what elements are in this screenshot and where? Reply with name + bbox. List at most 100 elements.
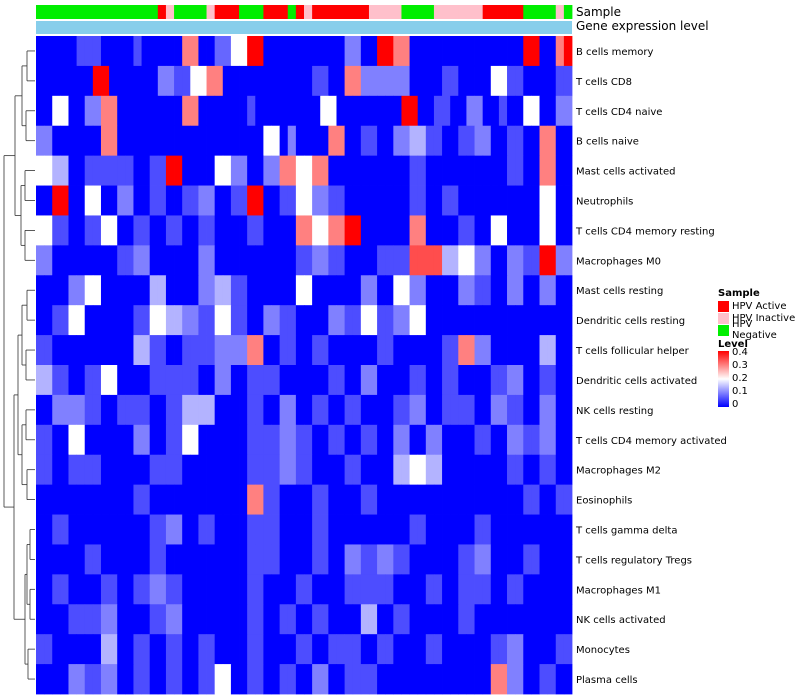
heatmap-cell: [547, 36, 557, 67]
heatmap-cell: [417, 634, 427, 665]
heatmap-cell: [149, 544, 159, 575]
heatmap-cell: [165, 424, 175, 456]
heatmap-cell: [409, 424, 419, 456]
heatmap-cell: [295, 424, 305, 456]
heatmap-cell: [474, 305, 484, 336]
heatmap-cell: [377, 155, 386, 186]
heatmap-cell: [206, 424, 216, 456]
heatmap-cell: [555, 95, 565, 127]
heatmap-cell: [100, 245, 110, 276]
heatmap-cell: [222, 125, 232, 157]
heatmap-cell: [417, 544, 427, 575]
heatmap-cell: [490, 604, 500, 635]
heatmap-cell: [328, 245, 337, 276]
heatmap-cell: [68, 305, 78, 336]
heatmap-cell: [433, 185, 443, 216]
heatmap-cell: [304, 365, 313, 396]
heatmap-cell: [214, 574, 224, 605]
heatmap-cell: [450, 95, 459, 127]
heatmap-cell: [174, 454, 183, 486]
heatmap-cell: [304, 394, 313, 426]
heatmap-cell: [482, 245, 492, 276]
heatmap-cell: [165, 95, 175, 127]
heatmap-cell: [230, 275, 240, 306]
heatmap-cell: [52, 245, 61, 276]
heatmap-cell: [515, 245, 524, 276]
heatmap-cell: [507, 275, 516, 306]
heatmap-cell: [255, 125, 264, 157]
heatmap-cell: [263, 185, 272, 216]
heatmap-cell: [165, 365, 175, 396]
heatmap-cell: [409, 245, 419, 276]
heatmap-cell: [466, 36, 475, 67]
heatmap-cell: [125, 394, 134, 426]
sample-annotation-cell: [442, 5, 451, 19]
heatmap-cell: [182, 424, 191, 456]
sample-annotation-cell: [409, 5, 419, 19]
heatmap-cell: [36, 365, 45, 396]
heatmap-cell: [165, 664, 175, 695]
heatmap-cell: [263, 365, 272, 396]
heatmap-cell: [377, 305, 386, 336]
heatmap-cell: [539, 484, 549, 515]
heatmap-cell: [442, 484, 451, 515]
heatmap-cell: [149, 245, 159, 276]
sample-annotation-cell: [230, 5, 240, 19]
heatmap-cell: [141, 664, 151, 695]
heatmap-cell: [547, 65, 557, 97]
heatmap-cell: [547, 335, 557, 366]
heatmap-cell: [36, 424, 45, 456]
heatmap-cell: [157, 36, 167, 67]
heatmap-cell: [125, 155, 134, 186]
row-label: T cells gamma delta: [575, 526, 677, 537]
heatmap-cell: [190, 155, 199, 186]
heatmap-cell: [84, 454, 94, 486]
heatmap-cell: [287, 574, 297, 605]
heatmap-cell: [368, 394, 378, 426]
heatmap-cell: [44, 335, 53, 366]
heatmap-cell: [68, 65, 78, 97]
heatmap-cell: [563, 394, 573, 426]
heatmap-cell: [222, 664, 232, 695]
heatmap-cell: [100, 335, 110, 366]
heatmap-cell: [442, 544, 451, 575]
heatmap-cell: [68, 604, 78, 635]
heatmap-cell: [401, 275, 410, 306]
heatmap-cell: [36, 65, 45, 97]
heatmap-cell: [117, 664, 126, 695]
heatmap-cell: [498, 65, 508, 97]
heatmap-cell: [498, 394, 508, 426]
heatmap-cell: [352, 275, 362, 306]
heatmap-cell: [555, 185, 565, 216]
heatmap-cell: [239, 664, 248, 695]
heatmap-cell: [279, 365, 289, 396]
heatmap-cell: [417, 335, 427, 366]
sample-annotation-cell: [368, 5, 378, 19]
heatmap-cell: [239, 604, 248, 635]
heatmap-cell: [360, 215, 370, 246]
heatmap-cell: [60, 514, 69, 545]
heatmap-cell: [523, 95, 532, 127]
heatmap-cell: [409, 394, 419, 426]
heatmap-cell: [52, 65, 61, 97]
sample-annotation-cell: [385, 5, 394, 19]
heatmap-cell: [328, 544, 337, 575]
heatmap-cell: [312, 125, 321, 157]
heatmap-cell: [174, 424, 183, 456]
heatmap-cell: [539, 36, 549, 67]
heatmap-cell: [490, 514, 500, 545]
heatmap-cell: [482, 664, 492, 695]
heatmap-cell: [60, 95, 69, 127]
heatmap-cell: [157, 634, 167, 665]
sample-annotation-cell: [141, 5, 151, 19]
heatmap-cell: [109, 305, 118, 336]
heatmap-cell: [247, 215, 256, 246]
heatmap-cell: [247, 245, 256, 276]
heatmap-cell: [198, 95, 207, 127]
heatmap-cell: [287, 335, 297, 366]
heatmap-cell: [206, 634, 216, 665]
heatmap-cell: [44, 574, 53, 605]
heatmap-cell: [377, 275, 386, 306]
heatmap-cell: [336, 394, 346, 426]
heatmap-cell: [84, 275, 94, 306]
